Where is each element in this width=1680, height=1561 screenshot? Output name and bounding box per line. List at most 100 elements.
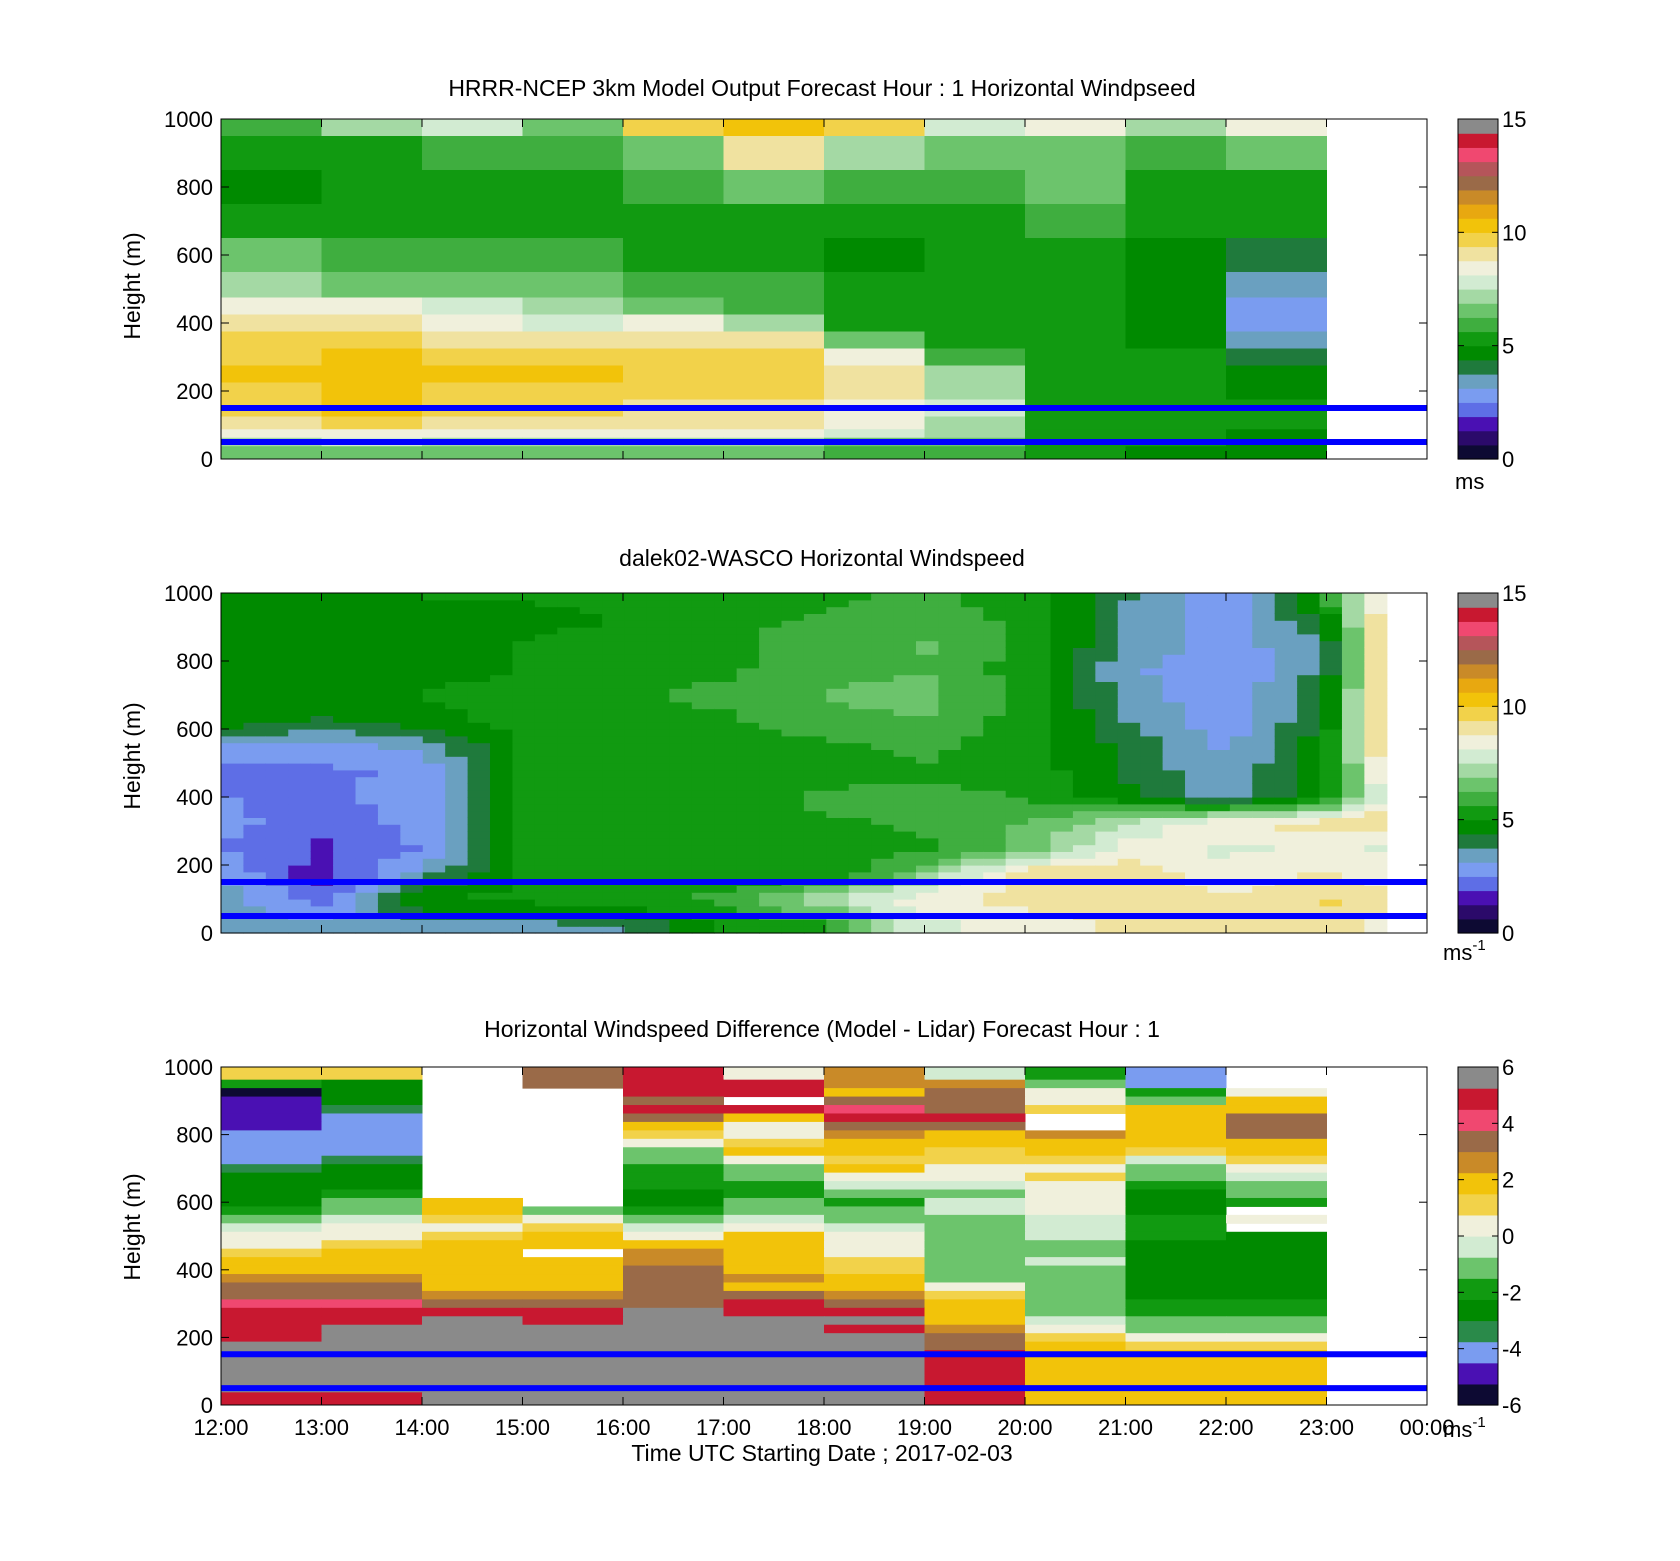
lidar-cell — [422, 620, 446, 628]
lidar-cell — [467, 674, 491, 682]
lidar-cell — [1050, 865, 1074, 873]
lidar-cell — [1162, 708, 1186, 716]
lidar-cell — [983, 715, 1007, 723]
lidar-cell — [848, 824, 872, 832]
lidar-cell — [669, 892, 693, 900]
lidar-cell — [1140, 919, 1164, 927]
lidar-cell — [669, 701, 693, 710]
difference-cell — [924, 1197, 1026, 1207]
model-cell — [1025, 382, 1126, 400]
lidar-cell — [1364, 633, 1388, 642]
lidar-cell — [1364, 640, 1388, 648]
difference-cell — [422, 1197, 523, 1207]
lidar-cell — [1050, 885, 1074, 893]
lidar-cell — [826, 905, 850, 914]
lidar-cell — [915, 769, 940, 778]
lidar-cell — [1028, 926, 1052, 934]
difference-cell — [924, 1138, 1026, 1148]
lidar-cell — [1229, 776, 1253, 784]
lidar-cell — [1207, 899, 1231, 907]
lidar-cell — [1162, 674, 1186, 682]
lidar-cell — [1319, 599, 1343, 608]
difference-cell — [321, 1181, 423, 1191]
lidar-cell — [534, 695, 558, 703]
lidar-cell — [669, 613, 693, 621]
lidar-cell — [1185, 790, 1209, 798]
lidar-cell — [1364, 797, 1388, 805]
lidar-cell — [669, 735, 693, 744]
lidar-cell — [1072, 824, 1096, 832]
lidar-cell — [1274, 756, 1298, 764]
lidar-cell — [691, 817, 715, 825]
lidar-cell — [221, 837, 245, 846]
lidar-cell — [534, 640, 558, 648]
difference-cell — [924, 1223, 1026, 1233]
lidar-cell — [512, 633, 536, 642]
lidar-cell — [1095, 640, 1119, 648]
lidar-cell — [422, 763, 446, 771]
lidar-cell — [736, 899, 760, 907]
lidar-cell — [983, 926, 1007, 934]
lidar-cell — [960, 919, 984, 927]
lidar-cell — [377, 919, 401, 927]
lidar-cell — [893, 899, 917, 907]
lidar-cell — [871, 790, 895, 798]
lidar-cell — [1140, 769, 1164, 778]
lidar-cell — [960, 627, 984, 635]
lidar-cell — [1095, 865, 1119, 873]
lidar-cell — [557, 851, 581, 859]
lidar-cell — [1095, 749, 1119, 757]
lidar-cell — [288, 763, 312, 771]
lidar-cell — [422, 865, 446, 873]
lidar-cell — [960, 606, 984, 614]
lidar-cell — [714, 722, 738, 730]
lidar-cell — [1117, 756, 1141, 764]
lidar-cell — [221, 769, 245, 778]
difference-cell — [924, 1096, 1026, 1106]
difference-cell — [1125, 1282, 1227, 1292]
lidar-cell — [1140, 797, 1164, 805]
lidar-cell — [803, 661, 827, 669]
difference-cell — [623, 1079, 724, 1089]
lidar-cell — [377, 661, 401, 669]
lidar-cell — [534, 681, 558, 689]
lidar-cell — [355, 865, 379, 873]
lidar-cell — [624, 715, 648, 723]
lidar-cell — [243, 851, 267, 859]
lidar-cell — [691, 715, 715, 723]
lidar-cell — [467, 742, 491, 750]
difference-cell — [422, 1214, 523, 1224]
lidar-cell — [377, 824, 401, 832]
lidar-cell — [1117, 892, 1141, 900]
lidar-cell — [490, 593, 514, 601]
lidar-cell — [512, 844, 536, 852]
lidar-cell — [983, 708, 1007, 716]
lidar-cell — [355, 844, 379, 852]
lidar-cell — [938, 844, 962, 852]
lidar-cell — [579, 742, 603, 750]
lidar-cell — [646, 613, 670, 621]
lidar-cell — [1297, 797, 1321, 805]
difference-cell — [623, 1121, 724, 1131]
lidar-cell — [333, 776, 357, 784]
lidar-cell — [1072, 797, 1096, 805]
lidar-cell — [1095, 885, 1119, 893]
x-tick-label: 20:00 — [997, 1415, 1052, 1440]
model-cell — [623, 170, 724, 205]
panel2-colorbar-tick-label: 5 — [1502, 808, 1514, 833]
lidar-cell — [624, 892, 648, 900]
lidar-cell — [871, 661, 895, 669]
lidar-cell — [1297, 817, 1321, 825]
lidar-cell — [355, 790, 379, 798]
lidar-cell — [624, 695, 648, 703]
lidar-cell — [803, 926, 827, 934]
lidar-cell — [1319, 735, 1343, 744]
panel3-y-tick-label: 400 — [176, 1258, 213, 1283]
difference-cell — [1125, 1130, 1227, 1140]
lidar-cell — [826, 654, 850, 662]
lidar-cell — [781, 899, 805, 907]
lidar-cell — [1140, 715, 1164, 723]
lidar-cell — [1050, 749, 1074, 757]
lidar-cell — [983, 729, 1007, 737]
lidar-cell — [512, 654, 536, 662]
